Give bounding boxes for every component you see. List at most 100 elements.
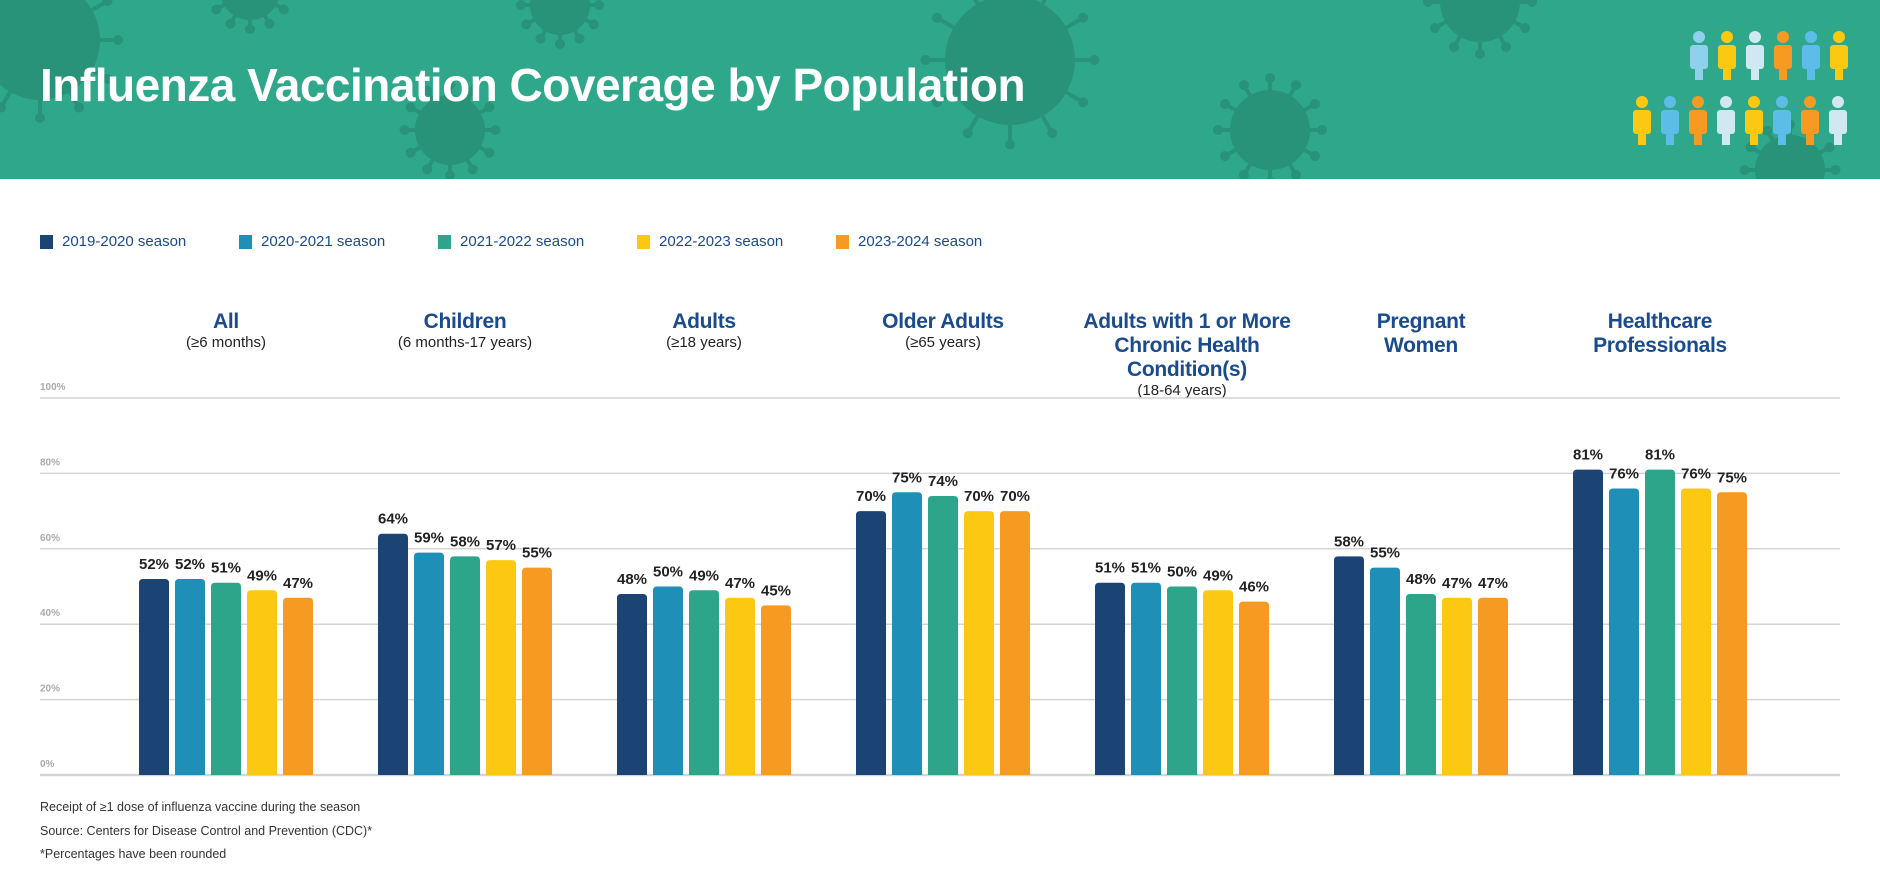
- data-label: 81%: [1573, 447, 1603, 464]
- bar: [1203, 590, 1233, 775]
- data-label: 51%: [1131, 560, 1161, 577]
- data-label: 75%: [1717, 469, 1747, 486]
- data-label: 48%: [1406, 571, 1436, 588]
- category-header: Older Adults (≥65 years): [813, 310, 1073, 352]
- category-subtitle: (≥65 years): [905, 334, 981, 351]
- data-label: 50%: [653, 564, 683, 581]
- person-icon: [1718, 31, 1736, 80]
- category-header: Adults (≥18 years): [574, 310, 834, 352]
- data-label: 64%: [378, 511, 408, 528]
- category-title: Adults with 1 or More Chronic Health Con…: [1083, 310, 1291, 381]
- legend-swatch: [438, 234, 451, 249]
- legend-item: 2023-2024 season: [836, 233, 1035, 250]
- data-label: 70%: [1000, 488, 1030, 505]
- data-label: 70%: [964, 488, 994, 505]
- data-label: 51%: [211, 560, 241, 577]
- data-label: 59%: [414, 530, 444, 547]
- bar: [139, 578, 169, 775]
- data-label: 47%: [1442, 575, 1472, 592]
- data-label: 46%: [1239, 579, 1269, 596]
- y-tick-label: 80%: [40, 457, 60, 468]
- legend-swatch: [40, 234, 53, 249]
- footnote-source: Source: Centers for Disease Control and …: [40, 824, 373, 838]
- category-title: Healthcare Professionals: [1593, 310, 1727, 357]
- person-icon: [1774, 31, 1792, 80]
- bar: [964, 511, 994, 775]
- person-icon: [1661, 96, 1679, 145]
- category-title: Adults: [672, 310, 736, 333]
- legend-swatch: [836, 234, 849, 249]
- category-title: Children: [423, 310, 507, 333]
- category-header: All (≥6 months): [96, 310, 356, 352]
- bar: [1000, 511, 1030, 775]
- category-title: All: [213, 310, 239, 333]
- data-label: 51%: [1095, 560, 1125, 577]
- bar: [1478, 597, 1508, 775]
- person-icon: [1690, 31, 1708, 80]
- person-icon: [1801, 96, 1819, 145]
- person-icon: [1830, 31, 1848, 80]
- legend-item: 2019-2020 season: [40, 233, 239, 250]
- y-tick-label: 20%: [40, 684, 60, 695]
- header-banner: Influenza Vaccination Coverage by Popula…: [0, 0, 1880, 179]
- bar: [1442, 597, 1472, 775]
- bar: [211, 582, 241, 775]
- bar: [1334, 556, 1364, 775]
- person-icon: [1829, 96, 1847, 145]
- bar: [1717, 492, 1747, 775]
- data-label: 55%: [522, 545, 552, 562]
- data-label: 48%: [617, 571, 647, 588]
- data-label: 47%: [1478, 575, 1508, 592]
- data-label: 55%: [1370, 545, 1400, 562]
- category-subtitle: (6 months-17 years): [397, 334, 533, 351]
- bar: [1681, 488, 1711, 775]
- data-label: 57%: [486, 537, 516, 554]
- virus-icon: [1213, 73, 1327, 179]
- bar: [689, 590, 719, 775]
- legend-item: 2021-2022 season: [438, 233, 637, 250]
- virus-icon: [920, 0, 1100, 150]
- footnote-1: Receipt of ≥1 dose of influenza vaccine …: [40, 800, 361, 814]
- data-label: 49%: [689, 567, 719, 584]
- bar: [1609, 488, 1639, 775]
- category-subtitle: (≥6 months): [186, 334, 266, 351]
- person-icon: [1802, 31, 1820, 80]
- virus-icon: [516, 0, 604, 49]
- category-header: Children (6 months-17 years): [335, 310, 595, 352]
- bar: [725, 597, 755, 775]
- person-icon: [1633, 96, 1651, 145]
- bar: [450, 556, 480, 775]
- virus-icon: [211, 0, 289, 34]
- legend-swatch: [637, 234, 650, 249]
- person-icon: [1773, 96, 1791, 145]
- bar: [1095, 582, 1125, 775]
- legend-item: 2020-2021 season: [239, 233, 438, 250]
- bar: [1573, 469, 1603, 775]
- virus-decoration-icon: [0, 0, 1848, 179]
- category-header: Pregnant Women: [1291, 310, 1551, 358]
- legend-label: 2021-2022 season: [460, 233, 585, 250]
- bar: [653, 586, 683, 775]
- data-label: 45%: [761, 582, 791, 599]
- bar: [247, 590, 277, 775]
- data-label: 81%: [1645, 447, 1675, 464]
- category-subtitle: (≥18 years): [666, 334, 742, 351]
- category-header: Adults with 1 or More Chronic Health Con…: [1052, 310, 1312, 400]
- bar: [1370, 567, 1400, 775]
- data-label: 47%: [725, 575, 755, 592]
- category-header: Healthcare Professionals: [1530, 310, 1790, 358]
- y-tick-label: 60%: [40, 533, 60, 544]
- data-label: 52%: [139, 556, 169, 573]
- person-icon: [1717, 96, 1735, 145]
- data-label: 74%: [928, 473, 958, 490]
- virus-icon: [0, 0, 123, 123]
- page-title: Influenza Vaccination Coverage by Popula…: [40, 59, 1026, 111]
- bar: [1167, 586, 1197, 775]
- data-label: 75%: [892, 469, 922, 486]
- person-icon: [1745, 96, 1763, 145]
- virus-icon: [399, 79, 501, 179]
- bar: [928, 496, 958, 775]
- data-label: 49%: [247, 567, 277, 584]
- bar: [283, 597, 313, 775]
- bar: [486, 560, 516, 775]
